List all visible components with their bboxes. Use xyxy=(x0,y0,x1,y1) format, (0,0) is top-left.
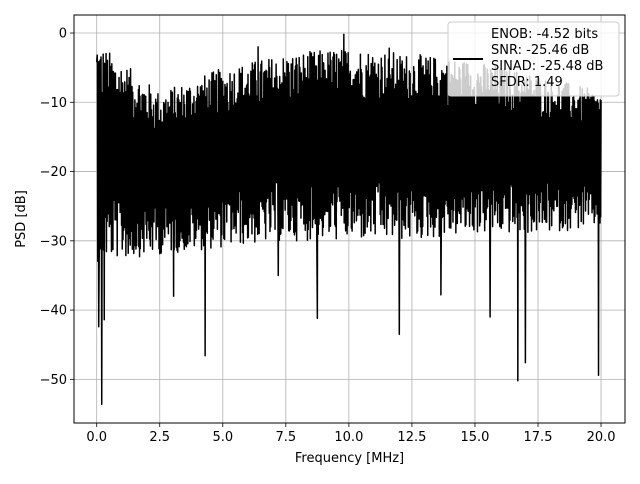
x-tick-label: 7.5 xyxy=(275,430,296,445)
legend-line-3: SINAD: -25.48 dB xyxy=(491,59,603,74)
legend-line-2: SNR: -25.46 dB xyxy=(491,43,589,58)
axes-frame xyxy=(73,14,626,424)
series-layer xyxy=(95,33,602,406)
y-tick-label: −50 xyxy=(40,373,67,388)
y-tick-label: −10 xyxy=(40,96,67,111)
legend-line-1: ENOB: -4.52 bits xyxy=(491,27,598,42)
legend: ENOB: -4.52 bits SNR: -25.46 dB SINAD: -… xyxy=(447,21,620,97)
x-tick-label: 5.0 xyxy=(212,430,233,445)
ticks: 0.0 2.5 5.0 7.5 10.0 12.5 15.0 17.5 20.0 0 −10 −20 −… xyxy=(40,27,616,445)
x-axis-label: Frequency [MHz] xyxy=(295,451,404,466)
legend-box xyxy=(447,21,620,97)
x-tick-label: 12.5 xyxy=(397,430,426,445)
x-tick-label: 0.0 xyxy=(86,430,107,445)
x-tick-label: 17.5 xyxy=(524,430,553,445)
x-tick-label: 2.5 xyxy=(149,430,170,445)
y-axis-label: PSD [dB] xyxy=(14,190,29,248)
y-tick-label: −40 xyxy=(40,304,67,319)
legend-line-4: SFDR: 1.49 xyxy=(491,75,563,90)
y-tick-label: 0 xyxy=(59,27,67,42)
y-tick-label: −30 xyxy=(40,234,67,249)
x-tick-label: 15.0 xyxy=(460,430,489,445)
x-tick-label: 10.0 xyxy=(334,430,363,445)
x-tick-label: 20.0 xyxy=(587,430,616,445)
psd-series-line xyxy=(95,33,602,406)
y-tick-label: −20 xyxy=(40,165,67,180)
